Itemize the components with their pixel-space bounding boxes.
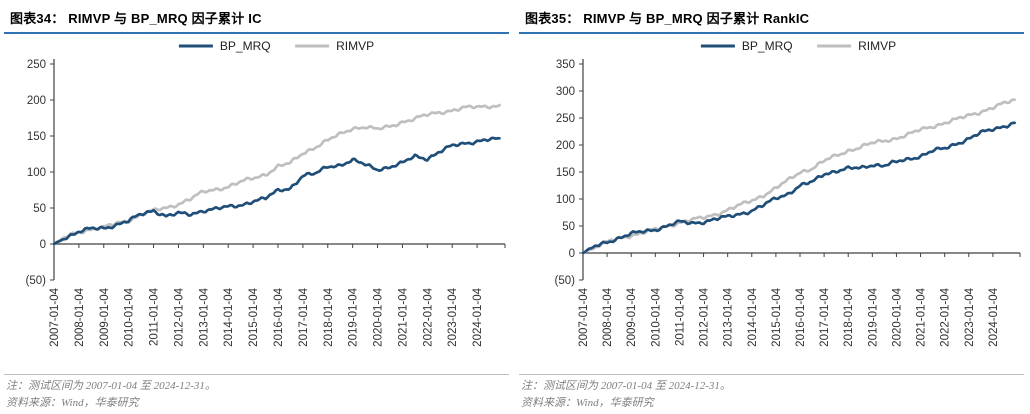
svg-text:BP_MRQ: BP_MRQ <box>742 39 793 53</box>
svg-text:2010-01-04: 2010-01-04 <box>650 287 662 346</box>
svg-text:2019-01-04: 2019-01-04 <box>867 287 879 346</box>
figure-35-panel: 图表35： RIMVP 与 BP_MRQ 因子累计 RankIC (50) 0 50… <box>515 0 1030 411</box>
svg-text:0: 0 <box>569 248 575 260</box>
svg-text:2019-01-04: 2019-01-04 <box>348 287 360 346</box>
svg-text:2021-01-04: 2021-01-04 <box>397 287 409 346</box>
svg-text:350: 350 <box>556 59 575 71</box>
svg-text:2022-01-04: 2022-01-04 <box>422 287 434 346</box>
svg-text:(50): (50) <box>26 275 47 287</box>
svg-text:2018-01-04: 2018-01-04 <box>843 287 855 346</box>
svg-text:BP_MRQ: BP_MRQ <box>220 39 271 53</box>
svg-text:RIMVP: RIMVP <box>336 39 374 53</box>
svg-text:2014-01-04: 2014-01-04 <box>223 287 235 346</box>
svg-text:2012-01-04: 2012-01-04 <box>699 287 711 346</box>
figure-note: 注：测试区间为 2007-01-04 至 2024-12-31。 <box>6 380 216 392</box>
svg-text:2018-01-04: 2018-01-04 <box>323 287 335 346</box>
svg-text:2011-01-04: 2011-01-04 <box>149 287 161 346</box>
figure-35-title: 图表35： RIMVP 与 BP_MRQ 因子累计 RankIC <box>519 0 1024 34</box>
svg-text:2016-01-04: 2016-01-04 <box>795 287 807 346</box>
svg-text:2008-01-04: 2008-01-04 <box>602 287 614 346</box>
svg-text:100: 100 <box>27 167 46 179</box>
svg-text:2020-01-04: 2020-01-04 <box>373 287 385 346</box>
svg-text:2020-01-04: 2020-01-04 <box>891 287 903 346</box>
svg-text:2023-01-04: 2023-01-04 <box>447 287 459 346</box>
svg-text:2021-01-04: 2021-01-04 <box>916 287 928 346</box>
svg-text:0: 0 <box>40 239 46 251</box>
svg-text:2013-01-04: 2013-01-04 <box>198 287 210 346</box>
svg-text:2024-01-04: 2024-01-04 <box>472 287 484 346</box>
svg-text:150: 150 <box>27 131 46 143</box>
svg-text:2013-01-04: 2013-01-04 <box>723 287 735 346</box>
svg-text:200: 200 <box>27 95 46 107</box>
svg-text:2012-01-04: 2012-01-04 <box>173 287 185 346</box>
svg-text:2011-01-04: 2011-01-04 <box>674 287 686 346</box>
figure-note: 注：测试区间为 2007-01-04 至 2024-12-31。 <box>521 380 731 392</box>
ic-line-chart: (50) 0 50 100 150 200 250 2007-01-04 2008-01-04 2… <box>4 34 507 374</box>
svg-text:2007-01-04: 2007-01-04 <box>49 287 61 346</box>
svg-text:50: 50 <box>562 221 575 233</box>
svg-text:2024-01-04: 2024-01-04 <box>988 287 1000 346</box>
svg-text:2009-01-04: 2009-01-04 <box>99 287 111 346</box>
rankic-line-chart: (50) 0 50 100 150 200 250 300 350 2007-01-04 2008-… <box>519 34 1022 374</box>
svg-text:100: 100 <box>556 194 575 206</box>
svg-text:300: 300 <box>556 86 575 98</box>
svg-text:2016-01-04: 2016-01-04 <box>273 287 285 346</box>
svg-text:RIMVP: RIMVP <box>858 39 896 53</box>
figure-34-panel: 图表34： RIMVP 与 BP_MRQ 因子累计 IC (50) 0 50 100 1… <box>0 0 515 411</box>
svg-text:2014-01-04: 2014-01-04 <box>747 287 759 346</box>
svg-text:50: 50 <box>33 203 46 215</box>
svg-text:2017-01-04: 2017-01-04 <box>298 287 310 346</box>
svg-text:2007-01-04: 2007-01-04 <box>578 287 590 346</box>
svg-text:2010-01-04: 2010-01-04 <box>124 287 136 346</box>
svg-text:2015-01-04: 2015-01-04 <box>771 287 783 346</box>
figure-source: 资料来源：Wind，华泰研究 <box>6 396 139 409</box>
figure-source: 资料来源：Wind，华泰研究 <box>521 396 654 409</box>
svg-text:2009-01-04: 2009-01-04 <box>626 287 638 346</box>
svg-text:(50): (50) <box>555 275 576 287</box>
figure-34-title: 图表34： RIMVP 与 BP_MRQ 因子累计 IC <box>4 0 509 34</box>
svg-text:250: 250 <box>556 113 575 125</box>
svg-text:2015-01-04: 2015-01-04 <box>248 287 260 346</box>
svg-text:2023-01-04: 2023-01-04 <box>964 287 976 346</box>
figure-34-footer: 注：测试区间为 2007-01-04 至 2024-12-31。 资料来源：Wi… <box>4 374 509 411</box>
svg-text:200: 200 <box>556 140 575 152</box>
svg-text:250: 250 <box>27 59 46 71</box>
svg-text:2022-01-04: 2022-01-04 <box>940 287 952 346</box>
svg-text:2008-01-04: 2008-01-04 <box>74 287 86 346</box>
svg-text:150: 150 <box>556 167 575 179</box>
figure-35-footer: 注：测试区间为 2007-01-04 至 2024-12-31。 资料来源：Wi… <box>519 374 1024 411</box>
svg-text:2017-01-04: 2017-01-04 <box>819 287 831 346</box>
